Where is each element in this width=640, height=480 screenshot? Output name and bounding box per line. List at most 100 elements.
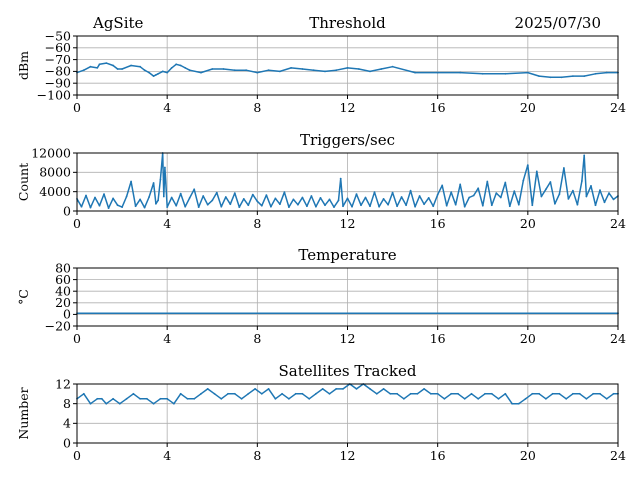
data-point [432, 205, 435, 208]
data-point [121, 68, 123, 70]
y-tick-label: −80 [45, 64, 71, 79]
data-point [220, 205, 223, 208]
data-point [380, 68, 383, 70]
data-point [166, 71, 169, 74]
data-point [157, 72, 160, 75]
data-point [558, 193, 561, 196]
x-tick-label: 20 [520, 100, 536, 115]
data-point [240, 397, 243, 400]
y-tick-label: 20 [55, 295, 71, 310]
data-point [301, 392, 304, 395]
data-point [116, 68, 119, 70]
data-point [184, 205, 187, 208]
data-point [423, 388, 425, 390]
x-tick-label: 24 [610, 216, 626, 231]
data-point [233, 69, 236, 72]
data-point [513, 190, 516, 193]
data-point [531, 204, 534, 207]
data-point [560, 76, 563, 79]
data-point [206, 388, 209, 390]
data-point [567, 198, 570, 200]
data-point [245, 69, 248, 72]
data-point [152, 75, 155, 77]
data-point [164, 166, 166, 169]
data-point [155, 74, 157, 76]
data-point [89, 206, 92, 209]
data-point [288, 397, 290, 400]
data-point [563, 167, 565, 169]
data-point [463, 205, 466, 208]
x-tick-label: 4 [163, 216, 171, 231]
data-point [254, 388, 256, 390]
data-point [369, 205, 371, 208]
x-tick-label: 8 [253, 331, 261, 346]
x-tick-label: 24 [610, 331, 626, 346]
y-axis-label: °C [16, 289, 31, 305]
data-point [206, 203, 209, 206]
data-point [260, 204, 263, 207]
data-point [213, 392, 216, 395]
data-point [540, 195, 543, 198]
data-point [490, 392, 493, 395]
y-tick-label: 12000 [31, 145, 71, 160]
data-point [315, 205, 317, 208]
data-point [130, 180, 133, 183]
data-point [251, 193, 254, 196]
data-point [457, 392, 459, 395]
data-point [517, 203, 520, 206]
data-point [430, 392, 432, 395]
data-point [134, 205, 137, 208]
data-point [450, 191, 453, 194]
date-label: 2025/07/30 [515, 14, 601, 32]
data-point [242, 198, 245, 200]
data-point [227, 392, 229, 395]
data-point [148, 71, 151, 74]
data-point [355, 388, 358, 390]
data-point [179, 64, 182, 67]
data-point [351, 205, 353, 208]
data-point [200, 71, 202, 74]
y-tick-label: −50 [45, 28, 71, 43]
data-point [565, 397, 568, 400]
x-tick-label: 8 [253, 100, 261, 115]
data-point [400, 196, 403, 198]
data-point [612, 198, 615, 201]
data-point [590, 185, 592, 187]
data-point [612, 392, 615, 395]
data-point [504, 181, 507, 184]
data-point [143, 69, 146, 72]
data-point [531, 392, 534, 395]
data-point [85, 194, 87, 197]
data-point [215, 191, 218, 194]
y-axis-label: Count [16, 163, 31, 201]
data-point [535, 170, 538, 173]
data-point [337, 199, 340, 202]
data-point [324, 70, 326, 73]
data-point [522, 179, 525, 182]
data-point [143, 206, 146, 209]
x-tick-label: 8 [253, 448, 261, 463]
data-point [312, 69, 315, 72]
data-point [427, 197, 430, 199]
chart-panel-4: 0 4 8 12 16 20 24 0 4 8 12 Satellites Tracked Number [16, 362, 626, 463]
data-point [146, 397, 148, 400]
data-point [107, 207, 110, 210]
x-tick-label: 4 [163, 448, 171, 463]
data-point [308, 397, 311, 400]
x-tick-label: 0 [73, 448, 81, 463]
data-point [306, 205, 308, 208]
data-point [378, 205, 380, 208]
data-point [443, 397, 446, 400]
data-point [495, 192, 498, 195]
data-point [321, 388, 324, 390]
data-point [441, 184, 444, 187]
data-point [116, 204, 119, 207]
data-point [297, 203, 299, 206]
data-point [229, 203, 232, 206]
data-point [508, 205, 511, 208]
data-point [170, 67, 173, 69]
data-point [105, 402, 108, 405]
data-point [364, 196, 367, 199]
data-point [155, 202, 157, 205]
y-tick-label: −70 [45, 52, 71, 67]
